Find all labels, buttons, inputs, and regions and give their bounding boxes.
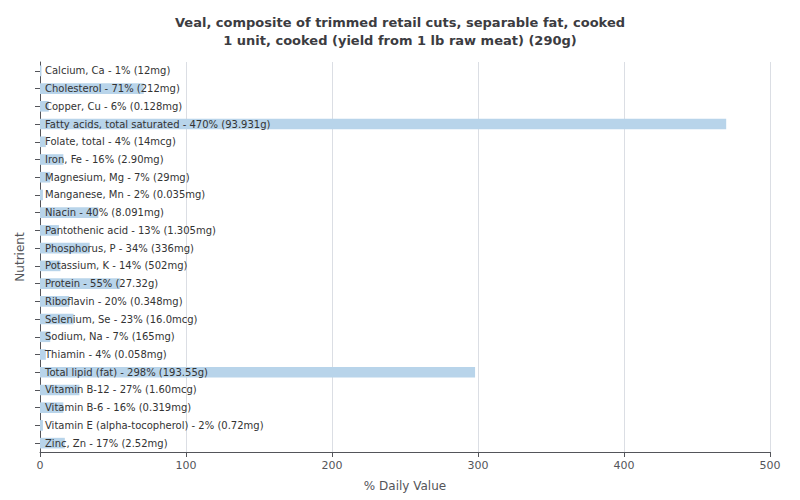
svg-text:Manganese, Mn - 2% (0.035mg): Manganese, Mn - 2% (0.035mg) [45,189,205,200]
svg-text:Phosphorus, P - 34% (336mg): Phosphorus, P - 34% (336mg) [45,243,194,254]
svg-text:500: 500 [760,459,781,472]
svg-text:Potassium, K - 14% (502mg): Potassium, K - 14% (502mg) [45,260,187,271]
svg-text:Thiamin - 4% (0.058mg): Thiamin - 4% (0.058mg) [44,349,167,360]
svg-text:Selenium, Se - 23% (16.0mcg): Selenium, Se - 23% (16.0mcg) [45,314,198,325]
svg-text:Riboflavin - 20% (0.348mg): Riboflavin - 20% (0.348mg) [45,296,183,307]
svg-text:0: 0 [37,459,44,472]
svg-text:Protein - 55% (27.32g): Protein - 55% (27.32g) [45,278,158,289]
svg-text:Sodium, Na - 7% (165mg): Sodium, Na - 7% (165mg) [45,331,175,342]
svg-text:Copper, Cu - 6% (0.128mg): Copper, Cu - 6% (0.128mg) [45,101,182,112]
svg-text:Vitamin B-12 - 27% (1.60mcg): Vitamin B-12 - 27% (1.60mcg) [45,384,197,395]
svg-text:Magnesium, Mg - 7% (29mg): Magnesium, Mg - 7% (29mg) [45,172,190,183]
svg-text:Nutrient: Nutrient [13,232,27,282]
svg-text:400: 400 [614,459,635,472]
svg-text:Veal, composite of trimmed ret: Veal, composite of trimmed retail cuts, … [175,15,625,30]
svg-text:100: 100 [176,459,197,472]
svg-text:Vitamin B-6 - 16% (0.319mg): Vitamin B-6 - 16% (0.319mg) [45,402,191,413]
svg-text:Niacin - 40% (8.091mg): Niacin - 40% (8.091mg) [45,207,164,218]
svg-text:Zinc, Zn - 17% (2.52mg): Zinc, Zn - 17% (2.52mg) [45,438,168,449]
svg-text:Total lipid (fat) - 298% (193.: Total lipid (fat) - 298% (193.55g) [44,367,208,378]
svg-text:Cholesterol - 71% (212mg): Cholesterol - 71% (212mg) [45,83,180,94]
svg-text:Fatty acids, total saturated -: Fatty acids, total saturated - 470% (93.… [45,119,270,130]
svg-text:200: 200 [322,459,343,472]
svg-text:Iron, Fe - 16% (2.90mg): Iron, Fe - 16% (2.90mg) [45,154,164,165]
svg-text:Pantothenic acid - 13% (1.305m: Pantothenic acid - 13% (1.305mg) [45,225,216,236]
svg-text:1 unit, cooked (yield from 1 l: 1 unit, cooked (yield from 1 lb raw meat… [223,33,577,48]
svg-text:300: 300 [468,459,489,472]
svg-text:% Daily Value: % Daily Value [364,479,446,493]
svg-text:Folate, total - 4% (14mcg): Folate, total - 4% (14mcg) [45,136,176,147]
svg-text:Vitamin E (alpha-tocopherol) -: Vitamin E (alpha-tocopherol) - 2% (0.72m… [45,420,264,431]
svg-text:Calcium, Ca - 1% (12mg): Calcium, Ca - 1% (12mg) [45,65,170,76]
